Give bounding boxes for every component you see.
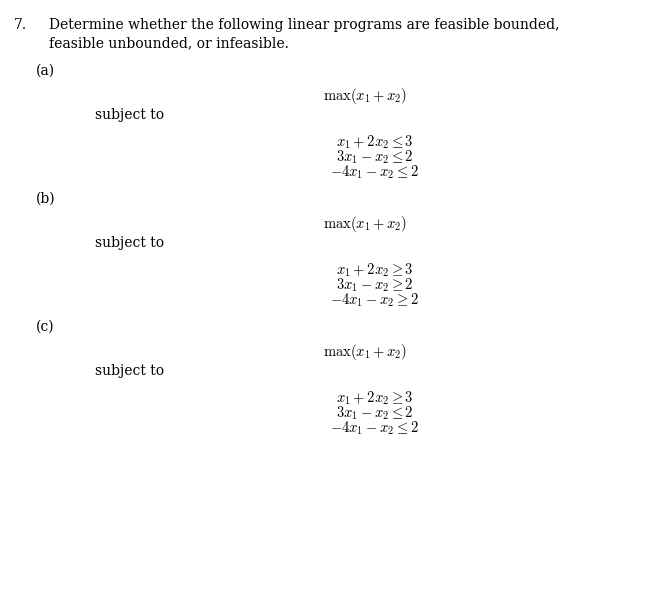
Text: 7.: 7.	[14, 18, 27, 32]
Text: feasible unbounded, or infeasible.: feasible unbounded, or infeasible.	[49, 36, 289, 50]
Text: $-4x_1 - x_2 \leq 2$: $-4x_1 - x_2 \leq 2$	[331, 164, 419, 182]
Text: $3x_1 - x_2 \leq 2$: $3x_1 - x_2 \leq 2$	[336, 149, 413, 167]
Text: (b): (b)	[36, 192, 55, 206]
Text: $-4x_1 - x_2 \geq 2$: $-4x_1 - x_2 \geq 2$	[331, 292, 419, 309]
Text: $-4x_1 - x_2 \leq 2$: $-4x_1 - x_2 \leq 2$	[331, 420, 419, 437]
Text: $x_1 + 2x_2 \geq 3$: $x_1 + 2x_2 \geq 3$	[336, 262, 413, 279]
Text: $\mathrm{max}(x_1 + x_2)$: $\mathrm{max}(x_1 + x_2)$	[323, 86, 408, 106]
Text: (a): (a)	[36, 64, 55, 78]
Text: $\mathrm{max}(x_1 + x_2)$: $\mathrm{max}(x_1 + x_2)$	[323, 214, 408, 234]
Text: subject to: subject to	[95, 108, 164, 122]
Text: (c): (c)	[36, 320, 55, 334]
Text: $x_1 + 2x_2 \geq 3$: $x_1 + 2x_2 \geq 3$	[336, 390, 413, 407]
Text: $\mathrm{max}(x_1 + x_2)$: $\mathrm{max}(x_1 + x_2)$	[323, 342, 408, 362]
Text: subject to: subject to	[95, 236, 164, 250]
Text: Determine whether the following linear programs are feasible bounded,: Determine whether the following linear p…	[49, 18, 559, 32]
Text: $3x_1 - x_2 \geq 2$: $3x_1 - x_2 \geq 2$	[336, 277, 413, 295]
Text: $x_1 + 2x_2 \leq 3$: $x_1 + 2x_2 \leq 3$	[336, 134, 413, 151]
Text: $3x_1 - x_2 \leq 2$: $3x_1 - x_2 \leq 2$	[336, 405, 413, 423]
Text: subject to: subject to	[95, 364, 164, 378]
